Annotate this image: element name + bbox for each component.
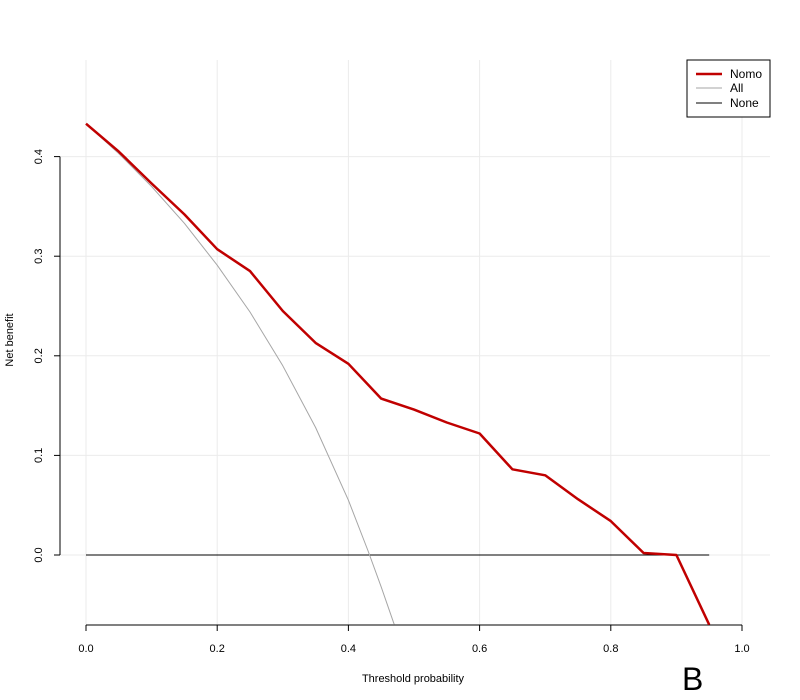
x-tick-label: 0.8: [603, 643, 618, 655]
axes: 0.0 0.2 0.4 0.6 0.8 1.0 0.0 0.1 0.2 0.3 0.4: [33, 149, 750, 655]
x-axis-title: Threshold probability: [362, 673, 465, 685]
y-axis-title: Net benefit: [4, 313, 16, 366]
grid: [60, 60, 770, 625]
y-tick-label: 0.3: [33, 249, 45, 264]
y-tick-label: 0.0: [33, 547, 45, 562]
x-tick-label: 1.0: [734, 643, 749, 655]
series: [85, 122, 711, 625]
x-tick-label: 0.4: [341, 643, 356, 655]
legend-label-none: None: [730, 96, 759, 110]
panel-label: B: [682, 661, 703, 697]
series-line-all: [85, 123, 395, 625]
legend-label-all: All: [730, 81, 743, 95]
x-tick-label: 0.2: [210, 643, 225, 655]
legend: Nomo All None: [686, 59, 771, 118]
x-tick-label: 0.0: [78, 643, 93, 655]
y-tick-label: 0.4: [33, 149, 45, 164]
y-tick-label: 0.1: [33, 448, 45, 463]
series-line-nomo: [85, 122, 711, 625]
legend-label-nomo: Nomo: [730, 67, 762, 81]
x-tick-label: 0.6: [472, 643, 487, 655]
y-tick-label: 0.2: [33, 348, 45, 363]
